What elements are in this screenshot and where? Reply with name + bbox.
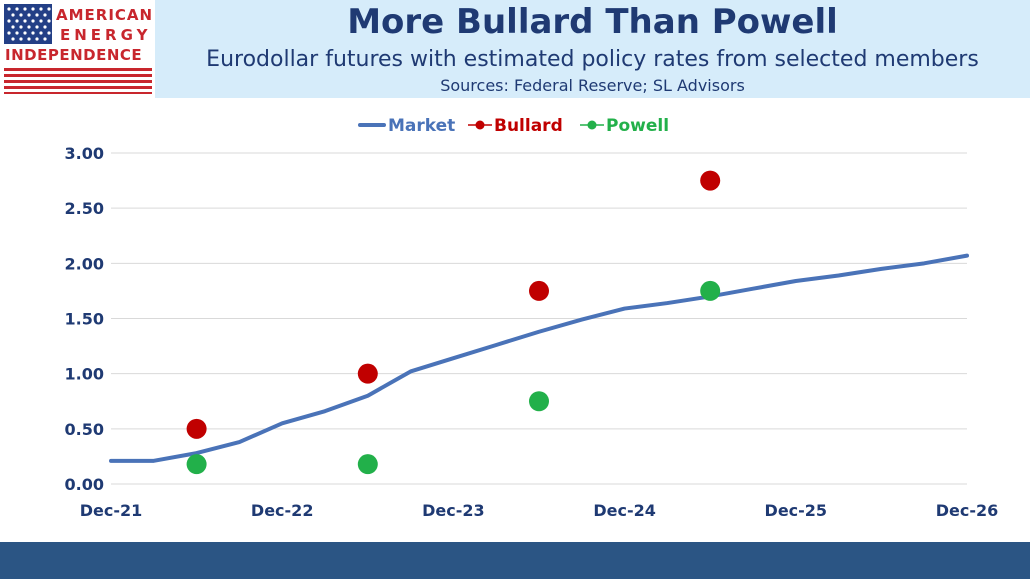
y-tick-label: 1.00 bbox=[65, 365, 104, 384]
y-tick-label: 0.00 bbox=[65, 475, 104, 494]
x-tick-label: Dec-25 bbox=[765, 501, 828, 520]
footer-bar bbox=[0, 542, 1030, 579]
legend-powell-swatch bbox=[587, 120, 597, 130]
powell-point bbox=[357, 454, 378, 475]
logo-text-american: AMERICAN bbox=[56, 6, 154, 24]
powell-point bbox=[186, 454, 207, 475]
legend-bullard-swatch bbox=[475, 120, 485, 130]
logo-text-energy: ENERGY bbox=[60, 26, 152, 44]
y-tick-label: 2.00 bbox=[65, 254, 104, 273]
grid-lines bbox=[111, 152, 967, 485]
x-tick-label: Dec-23 bbox=[422, 501, 485, 520]
bullard-point bbox=[186, 418, 207, 439]
y-tick-label: 2.50 bbox=[65, 199, 104, 218]
y-tick-label: 1.50 bbox=[65, 310, 104, 329]
x-axis-labels: Dec-21 Dec-22 Dec-23 Dec-24 Dec-25 Dec-26 bbox=[80, 501, 999, 520]
bullard-point bbox=[357, 363, 378, 384]
header: More Bullard Than Powell Eurodollar futu… bbox=[0, 0, 1030, 100]
chart-legend: Market Bullard Powell bbox=[358, 116, 669, 136]
x-tick-label: Dec-21 bbox=[80, 501, 143, 520]
y-tick-label: 3.00 bbox=[65, 144, 104, 163]
legend-market-label: Market bbox=[388, 116, 455, 136]
title-banner bbox=[155, 0, 1030, 98]
legend-powell-label: Powell bbox=[606, 116, 669, 136]
eurodollar-chart: Market Bullard Powell 0.00 0.50 1.00 1.50 2.00… bbox=[65, 116, 999, 520]
legend-bullard-label: Bullard bbox=[494, 116, 563, 136]
y-tick-label: 0.50 bbox=[65, 420, 104, 439]
market-line bbox=[109, 253, 969, 463]
flag-stripes-icon bbox=[4, 68, 152, 94]
powell-point bbox=[700, 280, 721, 301]
powell-point bbox=[529, 391, 549, 412]
sources-note: Sources: Federal Reserve; SL Advisors bbox=[440, 76, 745, 95]
bullard-point bbox=[700, 170, 721, 191]
data-series bbox=[109, 170, 969, 475]
bullard-point bbox=[529, 280, 549, 301]
flag-stars-icon bbox=[4, 4, 52, 44]
x-tick-label: Dec-26 bbox=[936, 501, 999, 520]
logo-text-independence: INDEPENDENCE bbox=[5, 46, 143, 64]
x-tick-label: Dec-22 bbox=[251, 501, 314, 520]
page-title: More Bullard Than Powell bbox=[347, 2, 838, 42]
y-axis-labels: 0.00 0.50 1.00 1.50 2.00 2.50 3.00 bbox=[65, 144, 104, 494]
page-subtitle: Eurodollar futures with estimated policy… bbox=[206, 47, 979, 72]
x-tick-label: Dec-24 bbox=[593, 501, 656, 520]
